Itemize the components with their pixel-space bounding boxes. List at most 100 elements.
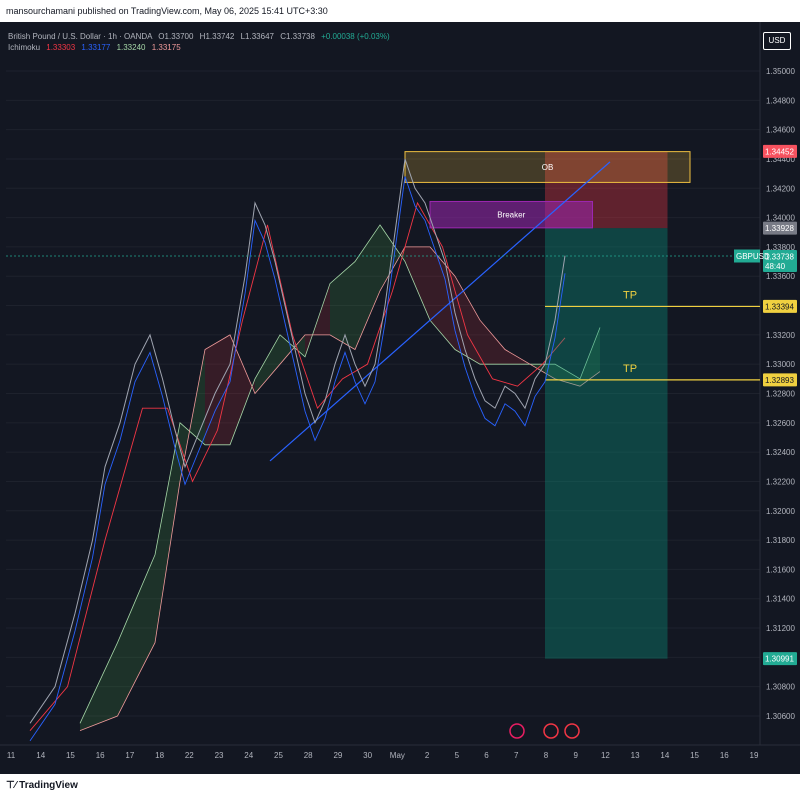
y-tick-label: 1.34600 bbox=[766, 126, 795, 135]
ichimoku-cloud-segment bbox=[117, 554, 155, 716]
zone-label: OB bbox=[542, 163, 554, 172]
x-tick-label: 28 bbox=[304, 751, 313, 760]
ichimoku-cloud-segment bbox=[580, 327, 600, 387]
x-tick-label: 25 bbox=[274, 751, 283, 760]
y-tick-label: 1.33600 bbox=[766, 272, 795, 281]
brand-name: TradingView bbox=[19, 780, 78, 791]
low-value: L1.33647 bbox=[240, 32, 274, 41]
y-tick-label: 1.33000 bbox=[766, 360, 795, 369]
y-tick-label: 1.31800 bbox=[766, 536, 795, 545]
zone-ob[interactable] bbox=[404, 151, 691, 183]
symbol-tag-text: GBPUSD bbox=[736, 252, 770, 261]
price-badge-text: 1.34452 bbox=[765, 147, 794, 156]
x-tick-label: May bbox=[390, 751, 405, 760]
price-badge bbox=[763, 249, 797, 272]
ichimoku-cloud-segment bbox=[380, 224, 405, 291]
ichimoku-cloud-segment bbox=[230, 334, 255, 445]
zone-label: Breaker bbox=[497, 211, 525, 220]
x-tick-label: 14 bbox=[660, 751, 669, 760]
price-badge-text: 1.30991 bbox=[765, 655, 794, 664]
ichimoku-cloud-segment bbox=[330, 261, 355, 350]
ichimoku-value-3: 1.33240 bbox=[116, 43, 146, 52]
x-tick-label: 5 bbox=[455, 751, 460, 760]
x-tick-label: 19 bbox=[750, 751, 759, 760]
publish-info: mansourchamani published on TradingView.… bbox=[0, 0, 800, 22]
open-value: O1.33700 bbox=[158, 32, 194, 41]
price-badge-text: 1.33394 bbox=[765, 302, 794, 311]
price-badge bbox=[763, 299, 797, 313]
symbol-name[interactable]: British Pound / U.S. Dollar · 1h · OANDA bbox=[8, 32, 153, 41]
x-tick-label: 15 bbox=[66, 751, 75, 760]
ichimoku-row: Ichimoku 1.33303 1.33177 1.33240 1.33175 bbox=[8, 43, 390, 52]
x-tick-label: 30 bbox=[363, 751, 372, 760]
symbol-row: British Pound / U.S. Dollar · 1h · OANDA… bbox=[8, 32, 390, 41]
position-target-zone[interactable] bbox=[545, 228, 668, 659]
x-tick-label: 17 bbox=[125, 751, 134, 760]
tp-label: TP bbox=[623, 363, 637, 375]
ichimoku-cloud-segment bbox=[455, 276, 480, 365]
y-tick-label: 1.32400 bbox=[766, 448, 795, 457]
symbol-tag bbox=[734, 249, 760, 263]
zone-breaker[interactable] bbox=[429, 200, 593, 229]
change-value: +0.00038 (+0.03%) bbox=[321, 32, 390, 41]
ichimoku-value-2: 1.33177 bbox=[81, 43, 111, 52]
x-tick-label: 16 bbox=[96, 751, 105, 760]
x-tick-label: 2 bbox=[425, 751, 430, 760]
chart-area[interactable] bbox=[0, 22, 800, 774]
x-tick-label: 11 bbox=[7, 751, 16, 760]
ichimoku-cloud-segment bbox=[355, 224, 380, 350]
ichimoku-cloud-segment bbox=[405, 246, 430, 321]
chart-legend: British Pound / U.S. Dollar · 1h · OANDA… bbox=[8, 32, 390, 54]
y-tick-label: 1.32600 bbox=[766, 419, 795, 428]
y-tick-label: 1.31400 bbox=[766, 595, 795, 604]
y-tick-label: 1.31600 bbox=[766, 565, 795, 574]
y-tick-label: 1.31200 bbox=[766, 624, 795, 633]
ichimoku-value-4: 1.33175 bbox=[151, 43, 181, 52]
earnings-event-icon[interactable] bbox=[509, 723, 525, 739]
x-tick-label: 15 bbox=[690, 751, 699, 760]
tradingview-logo[interactable]: ⊤⁄ TradingView bbox=[6, 780, 78, 791]
y-tick-label: 1.34000 bbox=[766, 214, 795, 223]
y-tick-label: 1.34400 bbox=[766, 155, 795, 164]
countdown-text: 48:40 bbox=[765, 262, 786, 271]
x-tick-label: 7 bbox=[514, 751, 519, 760]
close-value: C1.33738 bbox=[280, 32, 315, 41]
y-tick-label: 1.32200 bbox=[766, 477, 795, 486]
y-tick-label: 1.34800 bbox=[766, 96, 795, 105]
price-badge-text: 1.33738 bbox=[765, 252, 794, 261]
ichimoku-label[interactable]: Ichimoku bbox=[8, 43, 41, 52]
price-badge-text: 1.33928 bbox=[765, 224, 794, 233]
x-tick-label: 14 bbox=[36, 751, 45, 760]
x-tick-label: 18 bbox=[155, 751, 164, 760]
x-tick-label: 16 bbox=[720, 751, 729, 760]
economic-event-icon[interactable] bbox=[564, 723, 580, 739]
ichimoku-cloud-segment bbox=[80, 642, 118, 731]
ichimoku-cloud-segment bbox=[155, 422, 180, 643]
y-tick-label: 1.35000 bbox=[766, 67, 795, 76]
x-tick-label: 6 bbox=[484, 751, 489, 760]
y-tick-label: 1.33200 bbox=[766, 331, 795, 340]
price-badge bbox=[763, 652, 797, 666]
x-tick-label: 9 bbox=[573, 751, 578, 760]
x-tick-label: 29 bbox=[333, 751, 342, 760]
footer: ⊤⁄ TradingView bbox=[0, 774, 800, 800]
senkou-span-a bbox=[79, 224, 601, 724]
currency-button[interactable]: USD bbox=[763, 32, 791, 50]
price-badge bbox=[763, 144, 797, 158]
y-tick-label: 1.34200 bbox=[766, 184, 795, 193]
ichimoku-value-1: 1.33303 bbox=[46, 43, 76, 52]
economic-event-icon[interactable] bbox=[543, 723, 559, 739]
y-tick-label: 1.32800 bbox=[766, 390, 795, 399]
ichimoku-cloud-segment bbox=[255, 334, 280, 394]
y-tick-label: 1.33800 bbox=[766, 243, 795, 252]
kijun-line bbox=[29, 201, 566, 731]
ichimoku-cloud-segment bbox=[430, 246, 455, 350]
tv-logo-icon: ⊤⁄ bbox=[6, 780, 20, 791]
ichimoku-cloud-segment bbox=[205, 334, 230, 445]
y-tick-label: 1.32000 bbox=[766, 507, 795, 516]
price-badge bbox=[763, 373, 797, 387]
x-tick-label: 24 bbox=[244, 751, 253, 760]
x-tick-label: 23 bbox=[215, 751, 224, 760]
price-badge-text: 1.32893 bbox=[765, 376, 794, 385]
